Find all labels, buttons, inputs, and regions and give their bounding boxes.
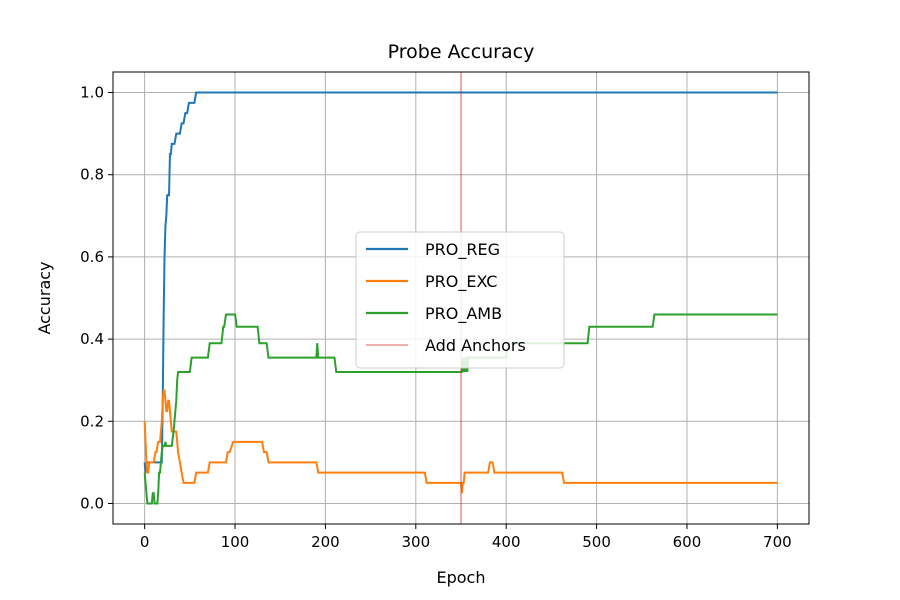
x-tick-label: 600 <box>673 533 702 551</box>
chart-title: Probe Accuracy <box>388 41 535 63</box>
legend-label: PRO_AMB <box>425 304 502 324</box>
y-axis-title: Accuracy <box>35 261 54 334</box>
plot-frame <box>112 71 810 525</box>
series-layer <box>143 91 778 505</box>
y-tick-label: 0.2 <box>80 412 104 430</box>
y-tick-label: 0.4 <box>80 330 104 348</box>
x-tick-label: 0 <box>140 533 150 551</box>
y-tick-label: 0.0 <box>80 494 104 512</box>
legend-box <box>355 231 565 369</box>
series-line-pro-amb <box>143 313 778 505</box>
legend-label: PRO_EXC <box>425 272 497 292</box>
y-tick-label: 1.0 <box>80 84 104 102</box>
legend: PRO_REG PRO_EXC PRO_AMB Add Anchors <box>355 231 565 369</box>
x-axis-title: Epoch <box>437 568 486 587</box>
x-tick-label: 200 <box>311 533 340 551</box>
x-tick-label: 700 <box>763 533 792 551</box>
x-tick-label: 400 <box>492 533 521 551</box>
legend-label: Add Anchors <box>425 336 526 355</box>
y-tick-label: 0.6 <box>80 248 104 266</box>
x-tick-label: 500 <box>582 533 611 551</box>
series-line-pro-exc <box>143 389 778 494</box>
legend-label: PRO_REG <box>425 240 500 260</box>
tick-layer: 0 100 200 300 400 500 600 700 0.0 0.2 0.4 0.6 0.8 1.0 <box>80 84 792 551</box>
y-tick-label: 0.8 <box>80 166 104 184</box>
x-tick-label: 100 <box>221 533 250 551</box>
series-line-pro-reg <box>143 91 778 473</box>
x-tick-label: 300 <box>401 533 430 551</box>
